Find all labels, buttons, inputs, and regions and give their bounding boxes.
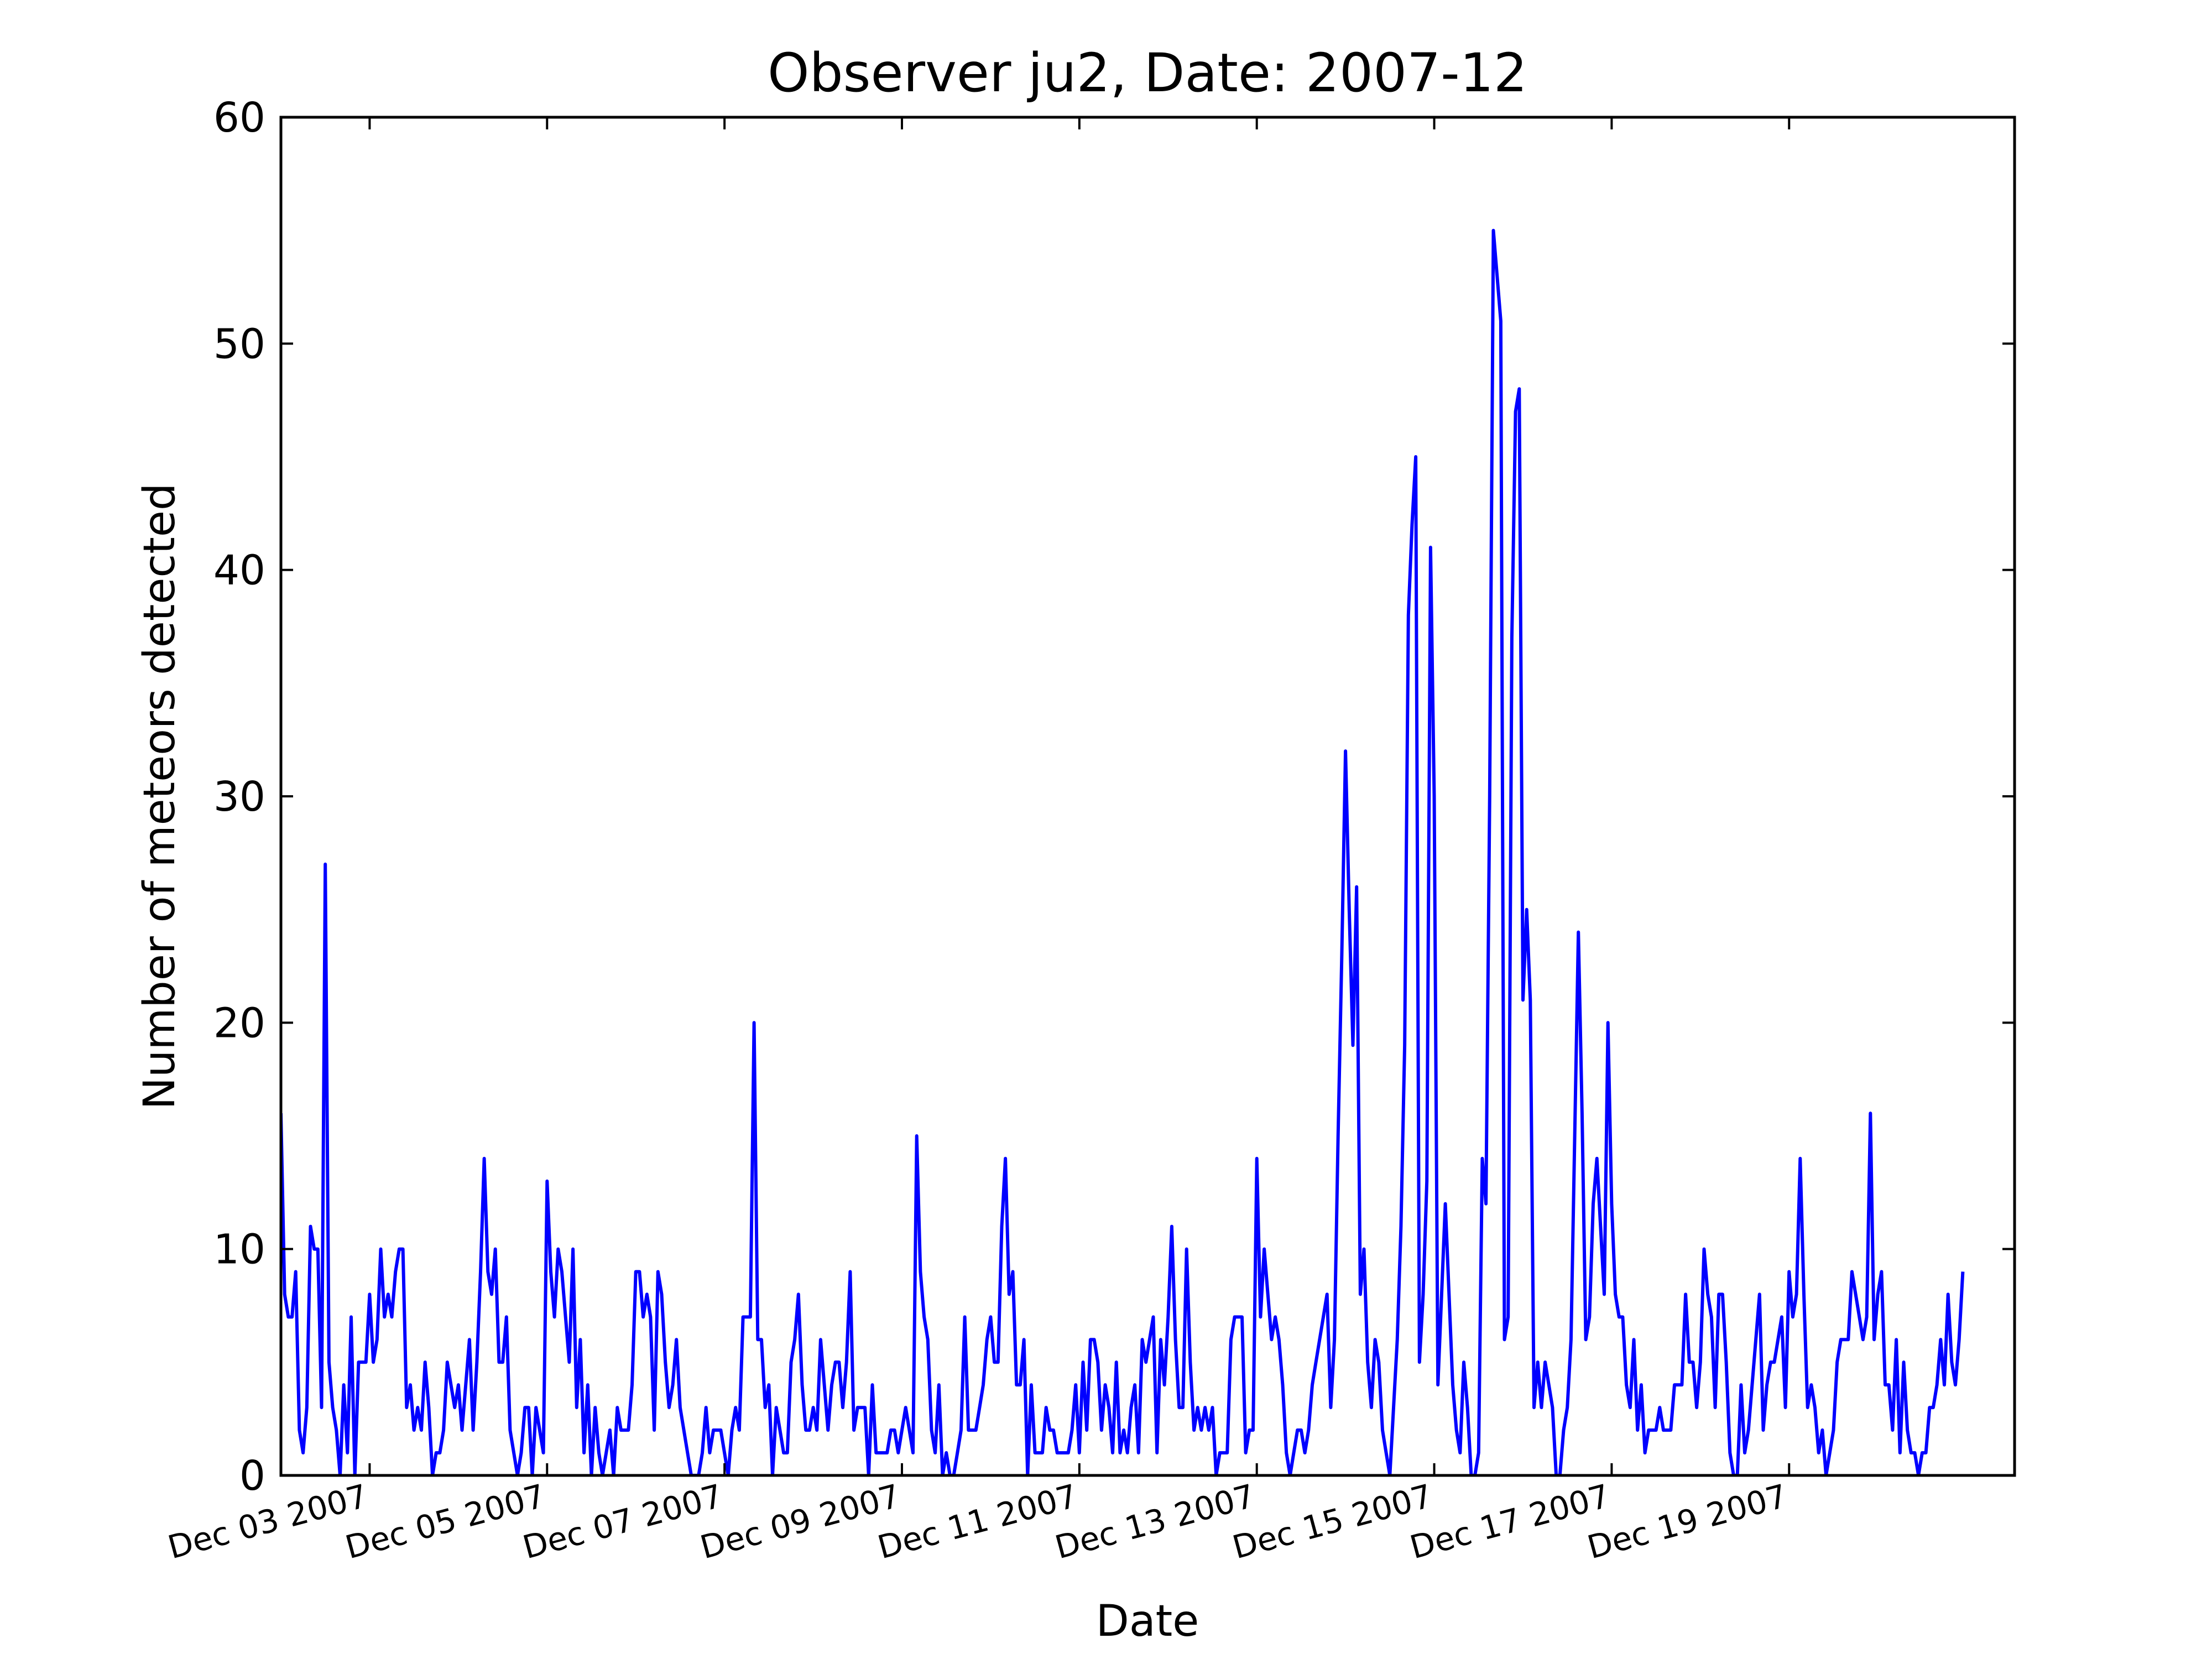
y-axis-label: Number of meteors detected: [135, 483, 185, 1110]
y-tick-label: 20: [213, 999, 265, 1047]
y-tick-label: 50: [213, 320, 265, 368]
plot-area: [281, 228, 1965, 1475]
y-tick-label: 30: [213, 773, 265, 821]
y-axis: 0 10 20 30 40 50 60: [213, 94, 2015, 1500]
x-axis-label: Date: [1096, 1597, 1199, 1646]
y-tick-label: 0: [239, 1452, 265, 1500]
y-tick-label: 10: [213, 1226, 265, 1274]
chart-title: Observer ju2, Date: 2007-12: [768, 42, 1527, 104]
y-tick-label: 40: [213, 547, 265, 594]
y-tick-label: 60: [213, 94, 265, 142]
series-line: [281, 228, 1965, 1475]
